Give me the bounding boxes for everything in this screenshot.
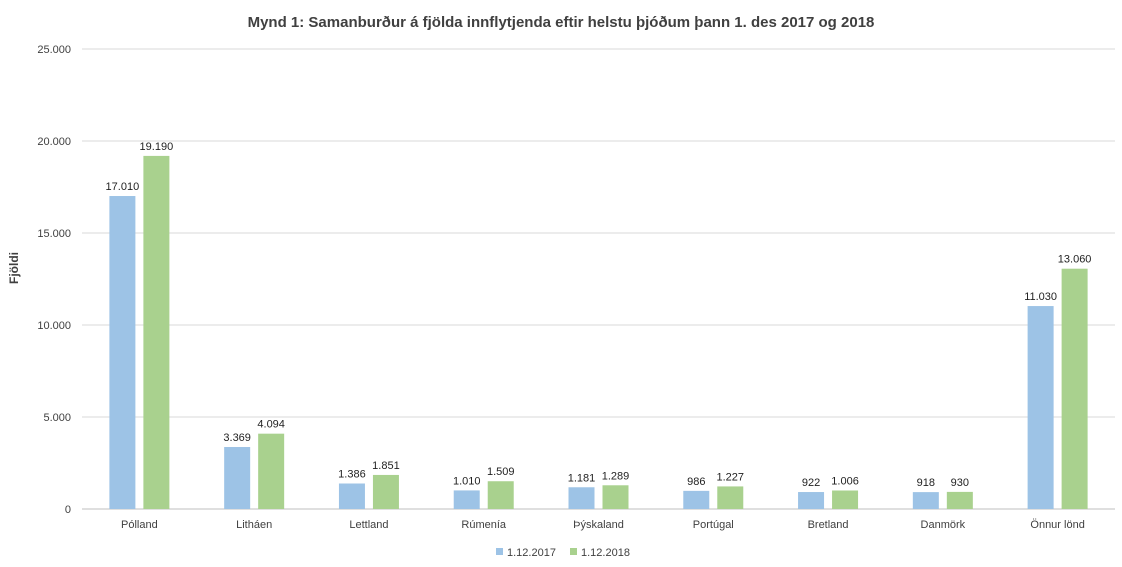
bar-2017 xyxy=(683,490,710,509)
data-label: 4.094 xyxy=(257,419,285,431)
bar-2018 xyxy=(717,486,744,509)
y-axis-ticks: 0 5.000 10.000 15.000 20.000 25.000 xyxy=(37,44,71,516)
y-tick-label: 25.000 xyxy=(37,44,71,56)
legend: 1.12.2017 1.12.2018 xyxy=(496,547,630,559)
y-tick-label: 5.000 xyxy=(43,412,71,424)
data-label: 1.227 xyxy=(717,471,745,483)
y-tick-label: 20.000 xyxy=(37,136,71,148)
bar-2018 xyxy=(487,481,514,509)
y-tick-label: 15.000 xyxy=(37,228,71,240)
category-label: Danmörk xyxy=(921,519,966,531)
y-tick-label: 10.000 xyxy=(37,320,71,332)
bar-2017 xyxy=(224,447,251,509)
bar-2018 xyxy=(832,490,859,509)
chart-title: Mynd 1: Samanburður á fjölda innflytjend… xyxy=(247,14,875,31)
data-label: 1.181 xyxy=(568,472,596,484)
bar-2018 xyxy=(258,433,285,509)
legend-swatch xyxy=(570,548,577,555)
bar-2017 xyxy=(1027,306,1054,509)
data-label: 13.060 xyxy=(1058,254,1092,266)
bar-2017 xyxy=(912,492,939,509)
bar-2017 xyxy=(568,487,595,509)
bar-2018 xyxy=(1061,268,1088,509)
category-label: Lettland xyxy=(349,519,388,531)
category-label: Bretland xyxy=(808,519,849,531)
data-label: 3.369 xyxy=(223,432,251,444)
data-label: 930 xyxy=(951,477,969,489)
data-label: 1.010 xyxy=(453,475,481,487)
data-label: 11.030 xyxy=(1024,291,1057,303)
legend-label: 1.12.2018 xyxy=(581,547,630,559)
category-label: Portúgal xyxy=(693,519,734,531)
bar-2017 xyxy=(453,490,480,509)
data-label: 1.386 xyxy=(338,468,366,480)
data-label: 1.289 xyxy=(602,470,630,482)
bar-2017 xyxy=(798,492,825,509)
category-label: Litháen xyxy=(236,519,272,531)
data-label: 1.851 xyxy=(372,460,400,472)
bar-2017 xyxy=(109,196,136,510)
gridlines xyxy=(82,48,1115,510)
legend-swatch xyxy=(496,548,503,555)
x-axis-categories: Pólland Litháen Lettland Rúmenía Þýskaland Po… xyxy=(121,519,1085,531)
category-label: Rúmenía xyxy=(461,519,507,531)
bar-2018 xyxy=(602,485,629,509)
bar-2018 xyxy=(143,155,170,510)
data-label: 986 xyxy=(687,476,705,488)
y-tick-label: 0 xyxy=(65,504,71,516)
data-label: 922 xyxy=(802,477,820,489)
category-label: Önnur lönd xyxy=(1030,519,1084,531)
bars xyxy=(109,155,1088,510)
category-label: Pólland xyxy=(121,519,158,531)
data-label: 1.509 xyxy=(487,466,515,478)
data-label: 17.010 xyxy=(106,181,140,193)
bar-2018 xyxy=(946,491,973,509)
data-label: 1.006 xyxy=(831,475,859,487)
bar-2017 xyxy=(338,483,365,509)
y-axis-title: Fjöldi xyxy=(7,252,21,284)
legend-label: 1.12.2017 xyxy=(507,547,556,559)
data-label: 918 xyxy=(917,477,935,489)
data-label: 19.190 xyxy=(140,141,174,153)
data-labels: 17.010 19.190 3.369 4.094 1.386 1.851 1.010 1.5… xyxy=(106,141,1092,489)
category-label: Þýskaland xyxy=(573,519,624,531)
bar-2018 xyxy=(372,474,399,509)
